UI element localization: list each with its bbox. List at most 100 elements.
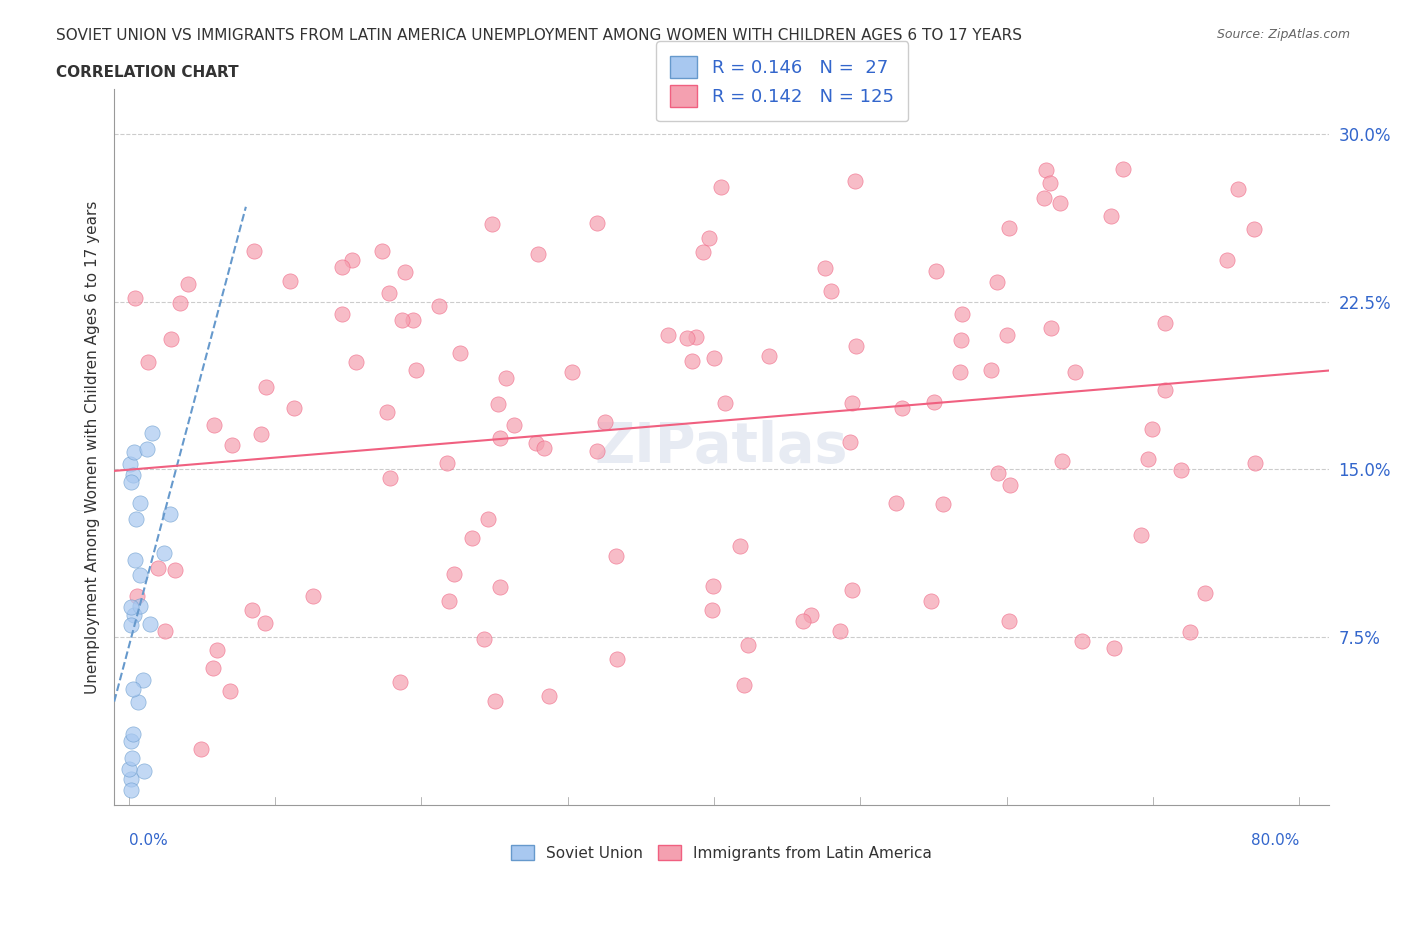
Point: [1170, 463, 1192, 478]
Point: [1052, 453, 1074, 468]
Point: [950, 307, 973, 322]
Point: [405, 363, 427, 378]
Point: [128, 568, 150, 583]
Point: [344, 354, 367, 369]
Point: [484, 694, 506, 709]
Point: [714, 395, 737, 410]
Point: [165, 563, 187, 578]
Point: [1035, 163, 1057, 178]
Point: [1130, 527, 1153, 542]
Point: [697, 231, 720, 246]
Point: [524, 436, 547, 451]
Point: [122, 445, 145, 459]
Point: [702, 578, 724, 593]
Point: [124, 290, 146, 305]
Point: [283, 401, 305, 416]
Point: [830, 623, 852, 638]
Point: [118, 762, 141, 777]
Text: 80.0%: 80.0%: [1251, 833, 1299, 848]
Point: [586, 216, 609, 231]
Point: [606, 651, 628, 666]
Point: [128, 496, 150, 511]
Point: [685, 330, 707, 345]
Point: [127, 695, 149, 710]
Point: [737, 637, 759, 652]
Point: [121, 681, 143, 696]
Point: [703, 350, 725, 365]
Point: [481, 216, 503, 231]
Point: [243, 244, 266, 259]
Point: [202, 418, 225, 432]
Text: 0.0%: 0.0%: [129, 833, 167, 848]
Point: [1136, 452, 1159, 467]
Point: [657, 328, 679, 343]
Point: [121, 726, 143, 741]
Point: [813, 260, 835, 275]
Point: [839, 435, 862, 450]
Point: [202, 660, 225, 675]
Point: [1153, 315, 1175, 330]
Point: [758, 349, 780, 364]
Point: [218, 684, 240, 698]
Point: [250, 426, 273, 441]
Point: [125, 512, 148, 527]
Point: [124, 607, 146, 622]
Point: [924, 264, 946, 279]
Point: [472, 631, 495, 646]
Point: [301, 588, 323, 603]
Point: [449, 345, 471, 360]
Point: [998, 477, 1021, 492]
Point: [254, 379, 277, 394]
Point: [221, 437, 243, 452]
Point: [987, 465, 1010, 480]
Point: [986, 274, 1008, 289]
Point: [120, 618, 142, 632]
Point: [586, 444, 609, 458]
Point: [120, 782, 142, 797]
Point: [153, 623, 176, 638]
Point: [330, 307, 353, 322]
Text: Source: ZipAtlas.com: Source: ZipAtlas.com: [1216, 28, 1350, 41]
Point: [700, 602, 723, 617]
Point: [254, 616, 277, 631]
Point: [122, 467, 145, 482]
Y-axis label: Unemployment Among Women with Children Ages 6 to 17 years: Unemployment Among Women with Children A…: [86, 200, 100, 694]
Point: [997, 220, 1019, 235]
Point: [1039, 176, 1062, 191]
Point: [489, 579, 512, 594]
Point: [841, 395, 863, 410]
Point: [169, 296, 191, 311]
Point: [1140, 421, 1163, 436]
Point: [503, 418, 526, 432]
Point: [159, 507, 181, 522]
Point: [278, 273, 301, 288]
Point: [949, 332, 972, 347]
Point: [792, 614, 814, 629]
Point: [153, 546, 176, 561]
Point: [120, 600, 142, 615]
Point: [932, 497, 955, 512]
Point: [949, 365, 972, 380]
Point: [342, 253, 364, 268]
Point: [132, 672, 155, 687]
Point: [1033, 191, 1056, 206]
Point: [389, 674, 412, 689]
Point: [841, 583, 863, 598]
Text: SOVIET UNION VS IMMIGRANTS FROM LATIN AMERICA UNEMPLOYMENT AMONG WOMEN WITH CHIL: SOVIET UNION VS IMMIGRANTS FROM LATIN AM…: [56, 28, 1022, 43]
Point: [391, 312, 413, 327]
Point: [1071, 633, 1094, 648]
Point: [1112, 161, 1135, 176]
Point: [205, 643, 228, 658]
Point: [443, 566, 465, 581]
Point: [533, 441, 555, 456]
Point: [394, 265, 416, 280]
Point: [436, 455, 458, 470]
Point: [1178, 625, 1201, 640]
Point: [1194, 586, 1216, 601]
Point: [1154, 382, 1177, 397]
Text: ZIPatlas: ZIPatlas: [595, 420, 848, 474]
Point: [486, 396, 509, 411]
Point: [135, 441, 157, 456]
Point: [190, 742, 212, 757]
Point: [920, 593, 942, 608]
